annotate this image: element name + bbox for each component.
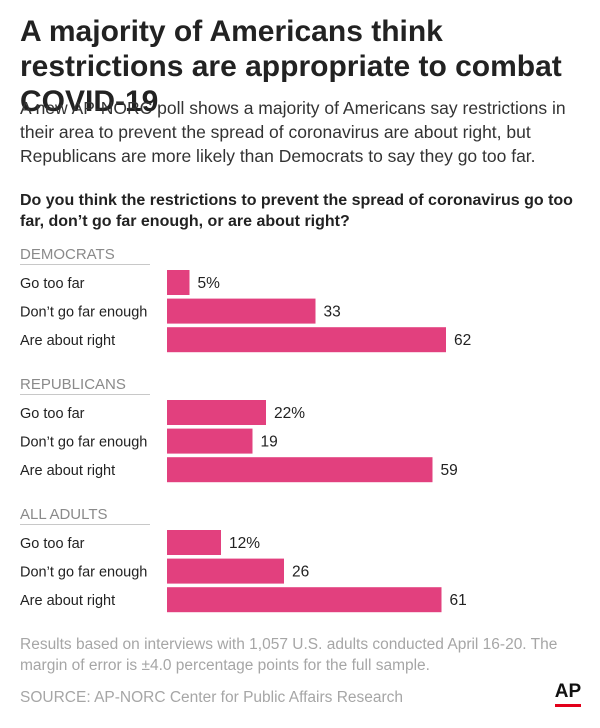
survey-question: Do you think the restrictions to prevent… (20, 192, 573, 230)
ap-logo: AP (555, 681, 582, 707)
value-label: 19 (261, 434, 278, 451)
methodology-note: Results based on interviews with 1,057 U… (20, 636, 558, 674)
chart-subtitle: A new AP-NORC poll shows a majority of A… (20, 98, 566, 166)
value-label: 26 (292, 564, 309, 581)
category-label: Are about right (20, 593, 115, 609)
ap-logo-text: AP (555, 681, 582, 702)
bar (167, 400, 266, 425)
value-label: 33 (324, 304, 341, 321)
value-label: 62 (454, 332, 471, 349)
source-credit: SOURCE: AP-NORC Center for Public Affair… (20, 689, 404, 706)
bar (167, 587, 442, 613)
value-label: 61 (450, 592, 467, 609)
group-heading: ALL ADULTS (20, 506, 108, 523)
chart-title: A majority of Americans think restrictio… (20, 15, 562, 118)
bar (167, 530, 221, 555)
bar (167, 270, 190, 295)
value-label: 59 (441, 462, 458, 479)
bar (167, 298, 316, 324)
bar-chart: DEMOCRATS Go too far 5% Don’t go far enough… (20, 246, 471, 613)
value-label: 12% (229, 535, 260, 552)
category-label: Don’t go far enough (20, 305, 147, 321)
category-label: Don’t go far enough (20, 435, 147, 451)
value-label: 5% (198, 275, 221, 292)
bar (167, 428, 253, 454)
category-label: Go too far (20, 536, 85, 552)
group-heading: DEMOCRATS (20, 246, 115, 263)
group-heading: REPUBLICANS (20, 376, 126, 393)
bar (167, 558, 284, 584)
category-label: Go too far (20, 406, 85, 422)
category-label: Don’t go far enough (20, 565, 147, 581)
value-label: 22% (274, 405, 305, 422)
bar (167, 457, 433, 483)
bar (167, 327, 446, 353)
category-label: Are about right (20, 463, 115, 479)
category-label: Go too far (20, 276, 85, 292)
category-label: Are about right (20, 333, 115, 349)
